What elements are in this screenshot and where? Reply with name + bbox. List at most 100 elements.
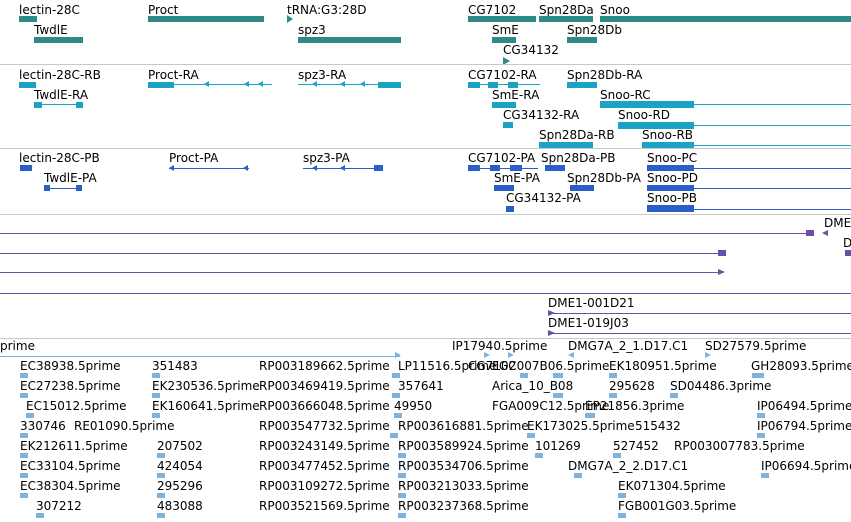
est-label[interactable]: 295296 <box>157 479 203 493</box>
est-marker[interactable] <box>395 352 401 358</box>
est-label[interactable]: RE01090.5prime <box>74 419 175 433</box>
transcript-label-lectin-28c-rb[interactable]: lectin-28C-RB <box>19 68 101 82</box>
gene-label-trna[interactable]: tRNA:G3:28D <box>287 3 367 17</box>
clone-label-dme1-001d21[interactable]: DME1-001D21 <box>548 296 635 310</box>
transcript-label-snoo-rc[interactable]: Snoo-RC <box>600 88 651 102</box>
est-marker[interactable] <box>535 453 543 458</box>
transcript-twdle-ra-exon[interactable] <box>76 102 83 108</box>
cds-spn28db-pa[interactable] <box>570 185 594 191</box>
est-marker[interactable] <box>618 493 626 498</box>
est-label[interactable]: RP003189662.5prime <box>259 359 390 373</box>
transcript-label-sme-ra[interactable]: SmE-RA <box>492 88 540 102</box>
transcript-cg7102-ra-exon[interactable] <box>508 82 518 88</box>
est-marker[interactable] <box>152 393 160 398</box>
est-marker[interactable] <box>157 493 165 498</box>
gene-label-spn28da[interactable]: Spn28Da <box>539 3 594 17</box>
clone-end[interactable] <box>806 230 814 236</box>
cds-label-spn28db-pa[interactable]: Spn28Db-PA <box>567 171 641 185</box>
cds-cg7102-pa-exon[interactable] <box>490 165 500 171</box>
cds-sme-pa[interactable] <box>494 185 514 191</box>
est-label[interactable]: RP003007783.5prime <box>674 439 805 453</box>
est-marker[interactable] <box>20 373 28 378</box>
est-label[interactable]: IP17940.5prime <box>452 339 548 353</box>
est-label[interactable]: RP003243149.5prime <box>259 439 390 453</box>
cds-label-twdle-pa[interactable]: TwdlE-PA <box>44 171 97 185</box>
gene-bar-spz3[interactable] <box>298 37 401 43</box>
est-label[interactable]: RP003666048.5prime <box>259 399 390 413</box>
est-label[interactable]: Arica_10_B08 <box>492 379 574 393</box>
est-marker[interactable] <box>390 433 398 438</box>
est-label[interactable]: IP06694.5prime <box>761 459 851 473</box>
est-label[interactable]: prime <box>0 339 35 353</box>
est-label[interactable]: GH28093.5prime <box>751 359 851 373</box>
clone-label-dme1-019j03[interactable]: DME1-019J03 <box>548 316 629 330</box>
est-label[interactable]: EK071304.5prime <box>618 479 726 493</box>
est-label[interactable]: DMG7A_2_2.D17.C1 <box>568 459 689 473</box>
est-marker[interactable] <box>508 352 514 358</box>
gene-label-sme[interactable]: SmE <box>492 23 519 37</box>
est-marker[interactable] <box>527 433 535 438</box>
est-marker[interactable] <box>398 513 406 518</box>
est-marker[interactable] <box>574 473 582 478</box>
cds-snoo-pb-exon[interactable] <box>647 205 694 212</box>
cds-twdle-pa-exon[interactable] <box>76 185 82 191</box>
cds-cg7102-pa-exon[interactable] <box>468 165 480 171</box>
cds-cg34132-pa[interactable] <box>506 206 514 212</box>
est-marker[interactable] <box>757 433 765 438</box>
est-marker[interactable] <box>157 473 165 478</box>
est-marker[interactable] <box>36 513 44 518</box>
transcript-snoo-rc-exon[interactable] <box>600 101 694 108</box>
est-label[interactable]: EK212611.5prime <box>20 439 128 453</box>
transcript-label-spz3-ra[interactable]: spz3-RA <box>298 68 347 82</box>
est-label[interactable]: 527452 <box>613 439 659 453</box>
est-label[interactable]: 483088 <box>157 499 203 513</box>
est-marker[interactable] <box>705 352 711 358</box>
est-label[interactable]: RP003521569.5prime <box>259 499 390 513</box>
est-label[interactable]: EK230536.5prime <box>152 379 260 393</box>
est-label[interactable]: IP06494.5prime <box>757 399 851 413</box>
cds-label-proct-pa[interactable]: Proct-PA <box>169 151 219 165</box>
est-label[interactable]: SD27579.5prime <box>705 339 807 353</box>
transcript-lectin-28c-rb[interactable] <box>19 82 36 88</box>
clone-line[interactable] <box>548 333 851 334</box>
cds-twdle-pa-intron[interactable] <box>44 188 82 189</box>
est-label[interactable]: EC38304.5prime <box>20 479 121 493</box>
gene-bar-spn28da[interactable] <box>539 16 593 22</box>
clone-line[interactable] <box>0 293 851 294</box>
cds-cg7102-pa-intron[interactable] <box>468 168 538 169</box>
transcript-label-snoo-rb[interactable]: Snoo-RB <box>642 128 694 142</box>
gene-label-lectin-28c[interactable]: lectin-28C <box>19 3 80 17</box>
est-label[interactable]: CG7102 <box>468 359 517 373</box>
est-label[interactable]: LP11516.5prime <box>398 359 497 373</box>
est-label[interactable]: RP003469419.5prime <box>259 379 390 393</box>
gene-arrow-cg34132[interactable] <box>503 57 510 65</box>
transcript-twdle-ra-intron[interactable] <box>42 104 82 105</box>
transcript-cg7102-ra-exon[interactable] <box>468 82 480 88</box>
est-label[interactable]: 49950 <box>394 399 433 413</box>
est-label[interactable]: 330746 <box>20 419 66 433</box>
cds-snoo-pd-intron[interactable] <box>647 188 851 189</box>
cds-label-snoo-pd[interactable]: Snoo-PD <box>647 171 698 185</box>
est-label[interactable]: EC33104.5prime <box>20 459 121 473</box>
est-marker[interactable] <box>553 373 563 378</box>
cds-snoo-pd-exon[interactable] <box>647 185 694 191</box>
transcript-proct-ra-exon[interactable] <box>148 82 174 88</box>
gene-label-spn28db[interactable]: Spn28Db <box>567 23 622 37</box>
transcript-cg34132-ra[interactable] <box>503 122 513 128</box>
est-marker[interactable] <box>484 352 490 358</box>
est-marker[interactable] <box>670 393 678 398</box>
est-label[interactable]: EK180951.5prime <box>609 359 717 373</box>
gene-bar-twdle[interactable] <box>34 37 83 43</box>
est-marker[interactable] <box>152 413 160 418</box>
est-marker[interactable] <box>20 433 28 438</box>
clone-line[interactable] <box>0 253 722 254</box>
est-marker[interactable] <box>157 453 165 458</box>
est-marker[interactable] <box>392 373 400 378</box>
est-label[interactable]: 351483 <box>152 359 198 373</box>
gene-arrow-trna[interactable] <box>287 15 293 23</box>
transcript-snoo-rd-intron[interactable] <box>618 125 851 126</box>
est-marker[interactable] <box>585 413 595 418</box>
est-marker[interactable] <box>398 473 406 478</box>
cds-label-snoo-pc[interactable]: Snoo-PC <box>647 151 698 165</box>
est-label[interactable]: IP06794.5prime <box>757 419 851 433</box>
